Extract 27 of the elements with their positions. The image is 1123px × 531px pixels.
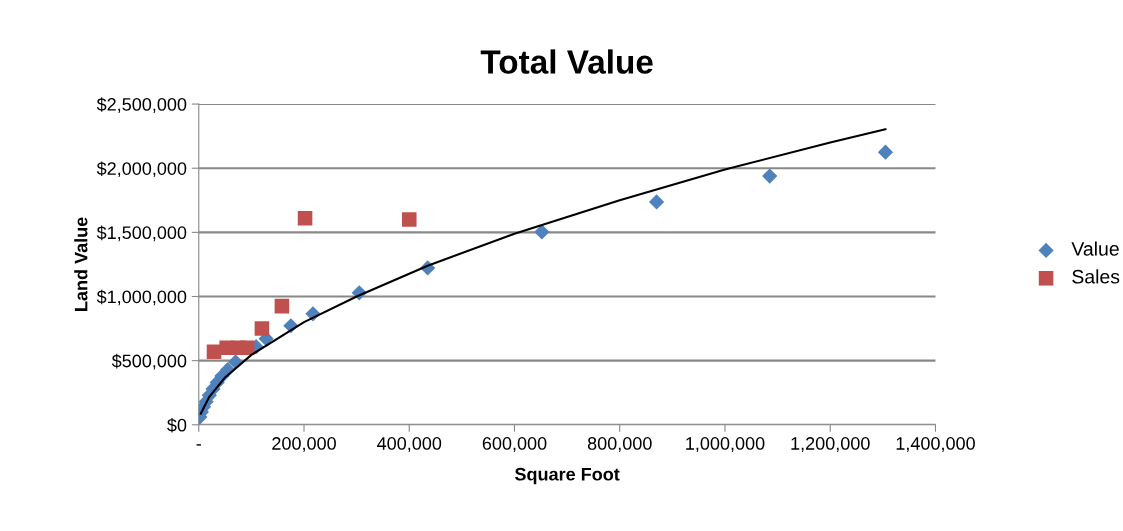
- point: [274, 298, 290, 314]
- x-tick-label: 200,000: [272, 437, 336, 452]
- point: [648, 194, 665, 210]
- x-tick-label: 1,200,000: [791, 437, 870, 452]
- point: [877, 144, 894, 160]
- x-tick-label: 1,000,000: [686, 437, 765, 452]
- legend-label: Value: [1071, 241, 1119, 256]
- y-tick-label: $2,000,000: [96, 161, 187, 178]
- x-axis-title: Square Foot: [514, 467, 620, 485]
- x-tick-label: 600,000: [482, 437, 547, 452]
- y-tick-label: $0: [167, 417, 187, 433]
- y-tick-label: $500,000: [111, 353, 187, 370]
- y-tick-label: $1,500,000: [96, 225, 187, 242]
- x-tick-label: 400,000: [377, 437, 442, 452]
- point: [254, 321, 270, 336]
- y-axis-title: Land Value: [74, 217, 88, 311]
- point: [762, 168, 778, 184]
- chart-title: Total Value: [480, 49, 653, 74]
- legend-label: Sales: [1072, 269, 1120, 284]
- y-tick-label: $2,500,000: [96, 97, 187, 113]
- point: [297, 210, 313, 226]
- y-tick-label: $1,000,000: [96, 289, 187, 306]
- x-tick-label: 1,400,000: [896, 437, 975, 452]
- point: [534, 224, 550, 240]
- point: [401, 212, 417, 227]
- x-tick-label: -: [196, 444, 201, 446]
- x-tick-label: 800,000: [587, 437, 652, 452]
